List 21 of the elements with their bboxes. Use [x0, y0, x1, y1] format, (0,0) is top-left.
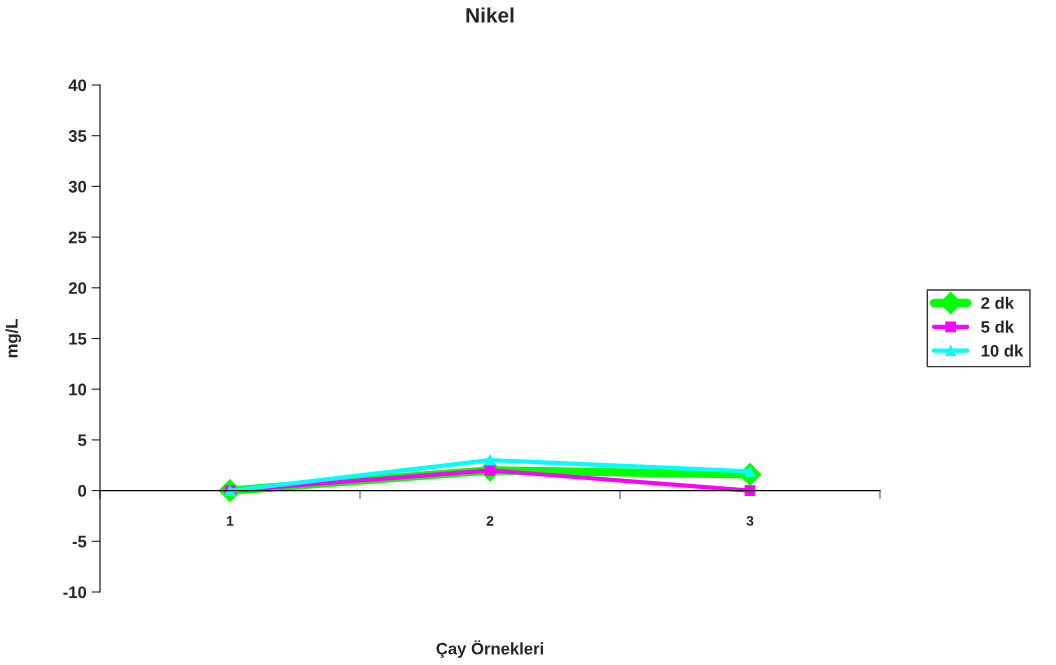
- point: [484, 454, 496, 466]
- y-tick-label: -5: [72, 535, 87, 548]
- y-tick-label: 5: [78, 434, 87, 447]
- legend-label: 2 dk: [981, 296, 1015, 309]
- y-tick-label: 20: [68, 282, 87, 294]
- x-tick-label: 3: [746, 515, 754, 526]
- x-tick-label: 1: [227, 516, 234, 526]
- y-tick-label: -10: [63, 586, 87, 599]
- y-tick-label: 25: [68, 231, 87, 244]
- x-tick-label: 2: [486, 515, 494, 526]
- y-tick-label: 40: [68, 79, 87, 92]
- y-tick-label: 35: [68, 130, 87, 142]
- y-axis-title: mg/L: [5, 319, 22, 358]
- y-tick-label: 30: [68, 180, 87, 193]
- legend-label: 10 dk: [981, 344, 1024, 357]
- y-tick-label: 0: [78, 485, 87, 497]
- y-tick-label: 10: [69, 383, 87, 396]
- x-axis-title: Çay Örnekleri: [436, 640, 544, 658]
- legend-label: 5 dk: [981, 320, 1015, 333]
- y-tick-label: 15: [69, 333, 87, 345]
- chart-title: Nikel: [466, 7, 514, 23]
